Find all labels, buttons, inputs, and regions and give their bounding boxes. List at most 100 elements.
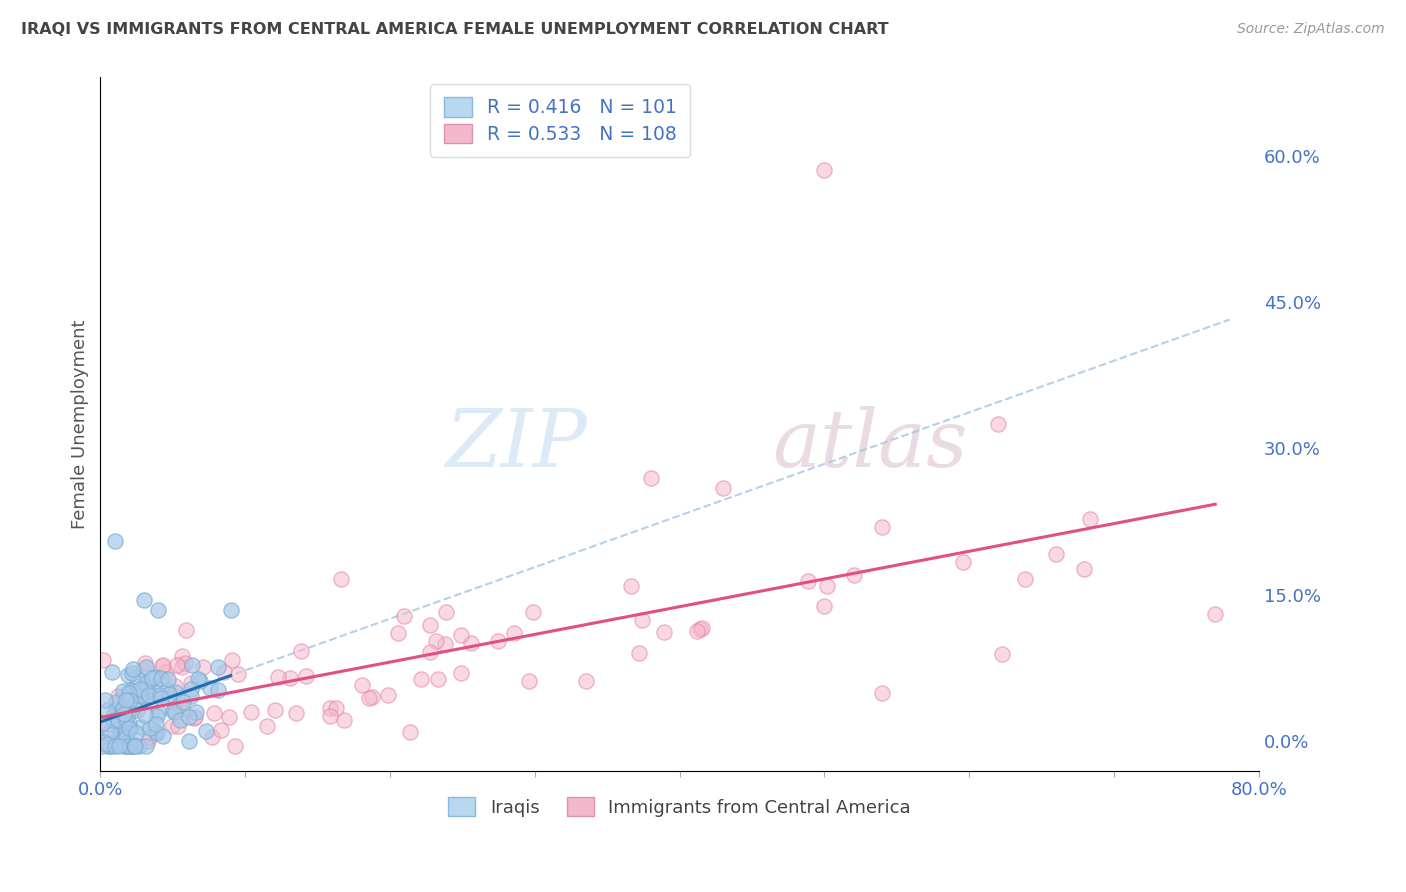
Point [170,702,193,716]
Point [136,733,159,747]
Point [104,534,127,549]
Point [107,713,129,727]
Point [132,592,155,607]
Point [1045,547,1067,561]
Point [145,725,167,739]
Point [91,739,114,754]
Point [460,636,482,650]
Point [138,730,160,744]
Point [96,703,118,717]
Point [290,644,312,658]
Point [987,417,1010,431]
Point [148,706,170,720]
Point [180,675,202,690]
Point [162,704,184,718]
Point [114,692,136,706]
Point [94,693,117,707]
Point [194,724,217,739]
Point [180,658,202,673]
Point [156,682,179,697]
Point [797,574,820,589]
Point [163,702,186,716]
Point [169,713,191,727]
Point [115,739,138,754]
Point [104,739,127,754]
Point [256,719,278,733]
Point [105,713,128,727]
Point [419,645,441,659]
Point [450,665,472,680]
Point [409,672,432,686]
Point [640,471,662,485]
Point [108,723,131,737]
Point [398,725,420,739]
Point [93,735,115,749]
Point [628,646,651,660]
Point [228,666,250,681]
Point [870,519,893,533]
Point [170,660,193,674]
Point [122,683,145,698]
Point [209,723,232,738]
Point [138,688,160,702]
Point [134,707,156,722]
Point [1073,562,1095,576]
Point [177,710,200,724]
Point [111,703,134,717]
Point [105,695,128,709]
Point [689,622,711,636]
Point [98,739,121,753]
Point [125,726,148,740]
Point [218,709,240,723]
Point [118,692,141,706]
Point [111,684,134,698]
Point [150,671,173,685]
Point [191,660,214,674]
Point [284,706,307,720]
Point [503,625,526,640]
Point [434,605,457,619]
Point [952,556,974,570]
Point [111,727,134,741]
Point [118,686,141,700]
Point [110,727,132,741]
Legend: Iraqis, Immigrants from Central America: Iraqis, Immigrants from Central America [441,790,918,824]
Point [143,686,166,700]
Point [427,672,450,686]
Point [114,739,136,754]
Point [149,688,172,702]
Text: IRAQI VS IMMIGRANTS FROM CENTRAL AMERICA FEMALE UNEMPLOYMENT CORRELATION CHART: IRAQI VS IMMIGRANTS FROM CENTRAL AMERICA… [21,22,889,37]
Point [157,687,180,701]
Point [145,709,167,723]
Point [131,689,153,703]
Point [150,659,173,673]
Point [134,656,156,670]
Y-axis label: Female Unemployment: Female Unemployment [72,319,89,529]
Point [114,728,136,742]
Point [167,698,190,712]
Point [333,713,356,727]
Point [101,665,124,679]
Point [711,481,734,495]
Point [173,656,195,670]
Point [118,722,141,736]
Point [139,721,162,735]
Point [152,729,174,743]
Point [122,739,145,754]
Point [129,721,152,735]
Point [278,671,301,685]
Point [149,690,172,705]
Point [98,739,121,754]
Point [165,705,187,719]
Point [89,718,111,732]
Point [129,692,152,706]
Point [110,723,132,737]
Point [619,579,641,593]
Point [97,739,120,754]
Point [815,579,838,593]
Point [124,688,146,702]
Point [129,688,152,702]
Point [813,163,835,178]
Point [115,723,138,737]
Point [96,737,118,751]
